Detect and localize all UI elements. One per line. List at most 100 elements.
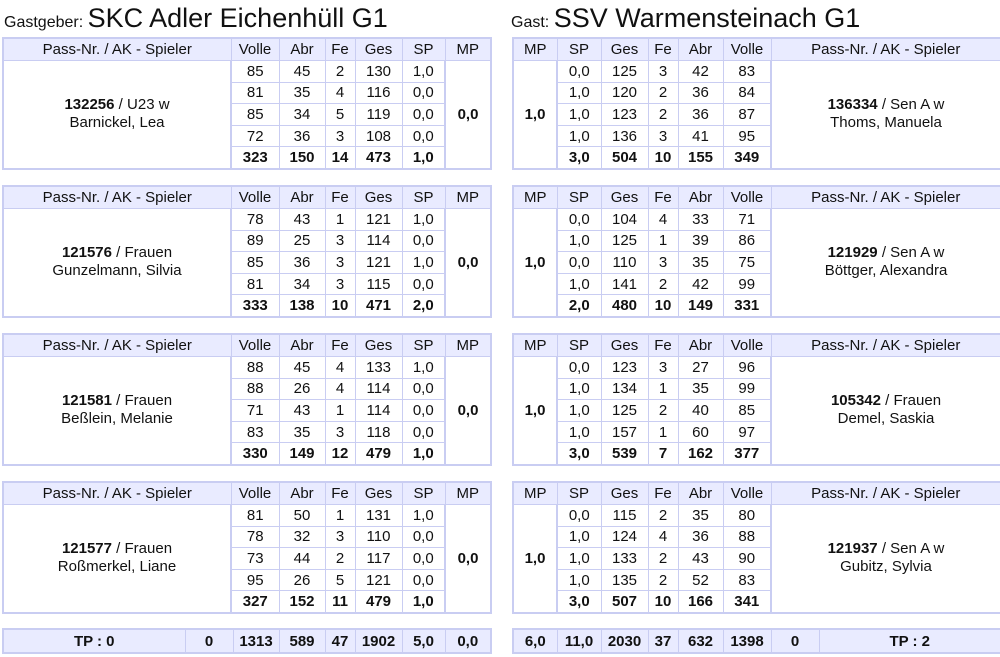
score-cell: 83: [230, 420, 280, 444]
score-cell: 115: [354, 272, 403, 296]
guest-team-header: Gast: SSV Warmensteinach G1: [511, 3, 860, 39]
home-player-cell: 121577 / Frauen Roßmerkel, Liane: [2, 503, 232, 614]
player-id-line: 121937 / Sen A w: [827, 540, 945, 558]
score-cell: 104: [600, 208, 649, 231]
home-total-cell: TP : 0: [2, 628, 186, 654]
pass-number: 121576: [61, 244, 112, 262]
age-class: Frauen: [124, 540, 173, 558]
score-cell: 99: [722, 377, 772, 401]
round-row: 0,0 110 3 35 75: [513, 251, 1000, 274]
score-cell: 125: [600, 399, 649, 422]
home-total-cell: 5,0: [401, 628, 446, 654]
sum-cell: 479: [354, 590, 403, 614]
sum-cell: 471: [354, 294, 403, 318]
score-cell: 85: [722, 399, 772, 422]
score-cell: 118: [354, 420, 403, 444]
score-cell: 0,0: [556, 208, 602, 231]
score-cell: 87: [722, 103, 772, 126]
home-player-block: Pass-Nr. / AK - Spieler Volle Abr Fe Ges SP MP…: [2, 185, 492, 318]
guest-column-header: Abr: [677, 333, 724, 357]
guest-column-header: MP: [512, 185, 558, 209]
score-cell: 33: [677, 208, 724, 231]
score-cell: 88: [230, 356, 280, 379]
sum-cell: 1,0: [401, 442, 446, 466]
sum-row: 3,0 507 10 166 341: [513, 590, 1000, 614]
age-class: Frauen: [124, 244, 173, 262]
score-cell: 45: [278, 356, 326, 379]
round-row: 121576 / Frauen Gunzelmann, Silvia 78 43 1 12…: [2, 207, 492, 318]
home-column-header: Fe: [324, 481, 356, 505]
pass-number: 121581: [61, 392, 112, 410]
score-cell: 3: [324, 124, 356, 148]
sum-cell: 539: [600, 442, 649, 466]
score-cell: 0,0: [401, 547, 446, 570]
score-cell: 0,0: [401, 272, 446, 296]
sum-cell: 10: [647, 146, 679, 170]
score-cell: 131: [354, 504, 403, 527]
score-cell: 1,0: [556, 272, 602, 296]
score-cell: 26: [278, 377, 326, 401]
guest-column-header: MP: [512, 37, 558, 61]
sum-row: 2,0 480 10 149 331: [513, 294, 1000, 318]
sum-cell: 149: [278, 442, 326, 466]
home-column-header: MP: [444, 37, 492, 61]
score-cell: 121: [354, 251, 403, 274]
score-cell: 3: [647, 251, 679, 274]
guest-column-header: MP: [512, 481, 558, 505]
score-cell: 114: [354, 399, 403, 422]
sum-cell: 2,0: [401, 294, 446, 318]
player-id-line: 132256 / U23 w: [64, 96, 170, 114]
score-cell: 1,0: [556, 399, 602, 422]
score-cell: 43: [278, 208, 326, 231]
score-cell: 123: [600, 103, 649, 126]
player-name: Thoms, Manuela: [830, 114, 942, 132]
score-cell: 0,0: [401, 568, 446, 592]
sum-cell: 138: [278, 294, 326, 318]
score-cell: 75: [722, 251, 772, 274]
home-role-label: Gastgeber:: [4, 14, 84, 31]
home-column-header: Pass-Nr. / AK - Spieler: [2, 333, 232, 357]
pass-number: 132256: [64, 96, 115, 114]
score-cell: 3: [324, 229, 356, 253]
sum-cell: 149: [677, 294, 724, 318]
score-cell: 141: [600, 272, 649, 296]
guest-total-cell: 37: [647, 628, 679, 654]
score-cell: 4: [324, 81, 356, 105]
score-cell: 34: [278, 103, 326, 126]
age-class: Frauen: [124, 392, 173, 410]
round-row: 71 43 1 114 0,0: [3, 399, 491, 422]
home-total-cell: 47: [324, 628, 356, 654]
sum-cell: 507: [600, 590, 649, 614]
home-column-header: Fe: [324, 37, 356, 61]
score-cell: 84: [722, 81, 772, 105]
score-cell: 4: [324, 356, 356, 379]
score-cell: 3: [647, 60, 679, 83]
sum-cell: 11: [324, 590, 356, 614]
guest-column-header: Volle: [722, 185, 772, 209]
home-player-cell: 121576 / Frauen Gunzelmann, Silvia: [2, 207, 232, 318]
score-cell: 3: [324, 251, 356, 274]
score-cell: 2: [647, 81, 679, 105]
score-cell: 1: [647, 377, 679, 401]
score-cell: 43: [278, 399, 326, 422]
score-cell: 39: [677, 229, 724, 253]
home-column-header: MP: [444, 185, 492, 209]
score-cell: 1,0: [556, 377, 602, 401]
guest-column-header: Pass-Nr. / AK - Spieler: [770, 333, 1000, 357]
score-cell: 3: [324, 525, 356, 549]
score-cell: 120: [600, 81, 649, 105]
score-cell: 25: [278, 229, 326, 253]
round-row: 1,0 157 1 60 97: [513, 420, 1000, 444]
score-cell: 5: [324, 568, 356, 592]
score-cell: 71: [722, 208, 772, 231]
round-row: 1,0 124 4 36 88: [513, 525, 1000, 549]
score-cell: 86: [722, 229, 772, 253]
guest-match-points: 1,0: [512, 503, 558, 614]
sum-cell: 327: [230, 590, 280, 614]
player-name: Roßmerkel, Liane: [57, 558, 177, 576]
score-cell: 117: [354, 547, 403, 570]
player-id-line: 105342 / Frauen: [830, 392, 942, 410]
guest-column-header: Ges: [600, 37, 649, 61]
guest-player-block: MP SP Ges Fe Abr Volle Pass-Nr. / AK - Spieler…: [512, 185, 1000, 318]
guest-column-header: SP: [556, 481, 602, 505]
